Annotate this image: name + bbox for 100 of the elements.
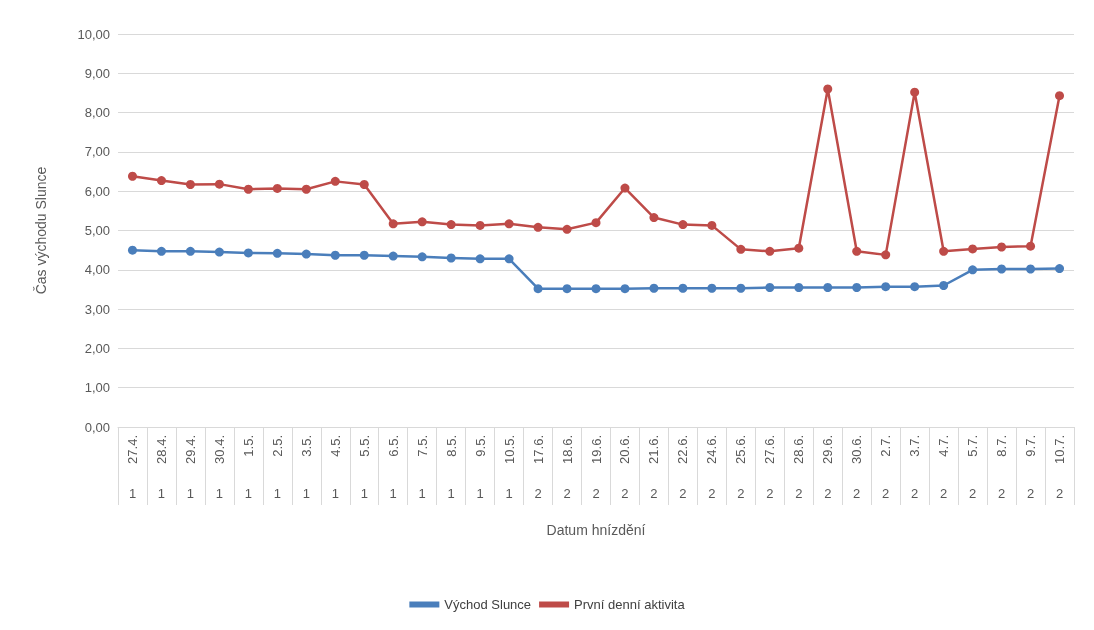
point [504,219,514,229]
point [214,179,224,189]
point [388,219,398,229]
text: 1 [273,486,281,501]
text: 2 [621,486,629,501]
point [968,244,978,254]
y-tick-label: 9,00 [84,65,110,81]
point [446,253,456,263]
point [127,245,137,255]
text: 2 [737,486,745,501]
point [475,220,485,230]
text: 2 [534,486,542,501]
x-tick-label: 2.5. [269,435,285,457]
point [359,250,369,260]
point [214,247,224,257]
text: 1 [476,486,484,501]
text: 1 [215,486,224,501]
point [243,248,253,258]
text: 1 [418,486,426,501]
text: 1 [360,486,368,501]
x-tick-label: 3.7. [907,435,923,457]
x-tick-label: 4.7. [936,435,952,457]
point [968,265,978,275]
point [649,213,659,223]
point [707,283,717,293]
x-tick-label: 3.5. [298,435,314,457]
y-tick-label: 8,00 [84,105,110,121]
y-tick-label: 1,00 [84,380,110,396]
x-tick-label: 5.5. [356,435,372,457]
point [1026,241,1036,251]
text: 1 [447,486,455,501]
text: 2 [708,486,716,501]
x-tick-label: 9.7. [1023,435,1039,457]
point [475,254,485,264]
x-tick-label: 6.5. [385,435,401,457]
x-tick-label: 10.5. [501,435,517,464]
x-tick-label: 27.4. [124,435,140,464]
text: 2 [853,486,861,501]
point [736,283,746,293]
y-tick-label: 0,00 [84,419,110,435]
point [823,282,833,292]
text: 2 [766,486,774,501]
text: 2 [650,486,658,501]
point [243,184,253,194]
point [591,284,601,294]
point [649,283,659,293]
point [127,171,137,181]
point [765,246,775,256]
legend-label: Východ Slunce [444,597,532,612]
x-tick-label: 25.6. [733,435,749,464]
point [504,254,514,264]
point [446,220,456,230]
x-tick-label: 17.6. [530,435,546,464]
point [881,250,891,260]
text: 2 [592,486,600,501]
x-tick-label: 21.6. [646,435,662,464]
point [562,284,572,294]
point [185,180,195,190]
point [794,282,804,292]
x-tick-label: 9.5. [472,435,488,457]
point [156,176,166,186]
point [765,282,775,292]
text: 1 [157,486,166,501]
point [301,249,311,259]
x-tick-label: 29.6. [820,435,836,464]
point [910,87,920,97]
text: 2 [911,486,919,501]
text: 2 [679,486,687,501]
point [852,246,862,256]
x-tick-label: 8.5. [443,435,459,457]
point [1055,264,1065,274]
y-axis-title: Čas východu Slunce [33,166,49,295]
y-tick-label: 7,00 [84,144,110,160]
point [997,264,1007,274]
point [997,242,1007,252]
point [794,243,804,253]
point [939,281,949,291]
x-axis-title: Datum hnízdění [546,522,646,538]
legend-label: První denní aktivita [574,597,686,612]
x-tick-label: 7.5. [414,435,430,457]
x-tick-label: 2.7. [878,435,894,457]
x-tick-label: 29.4. [182,435,198,464]
x-tick-label: 28.6. [791,435,807,464]
point [736,244,746,254]
point [388,251,398,261]
point [823,84,833,94]
point [678,220,688,230]
point [910,282,920,292]
x-tick-label: 8.7. [994,435,1010,457]
x-tick-label: 22.6. [675,435,691,464]
point [417,252,427,262]
point [185,246,195,256]
point [156,246,166,256]
x-tick-label: 4.5. [327,435,343,457]
text: 2 [1026,486,1035,501]
point [359,180,369,190]
point [707,220,717,230]
y-tick-label: 4,00 [84,262,110,278]
point [533,222,543,232]
text: 1 [128,486,137,501]
